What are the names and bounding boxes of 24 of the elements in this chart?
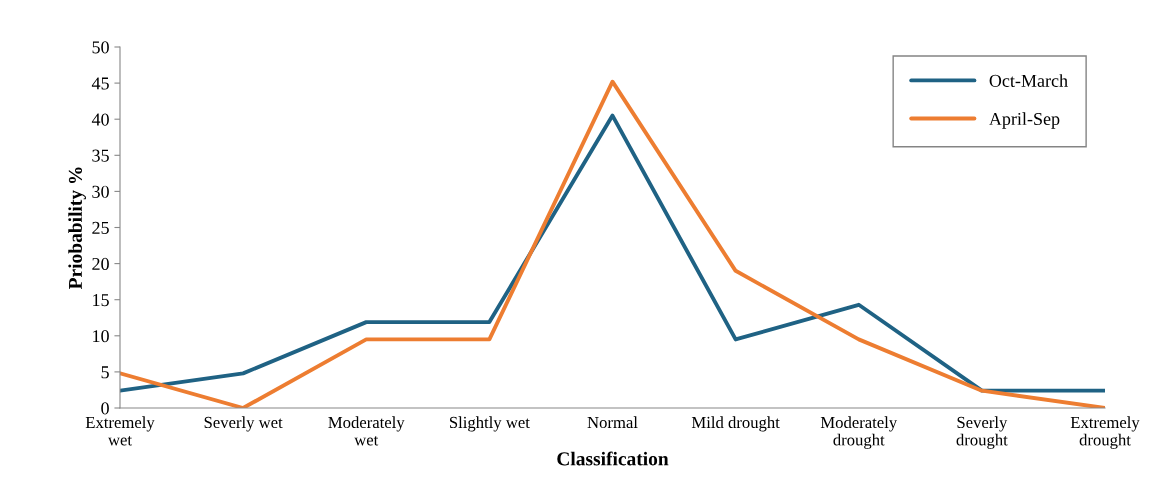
- y-tick-label: 40: [91, 113, 109, 126]
- x-tick-label: Normal: [587, 416, 638, 429]
- y-tick-label: 20: [92, 257, 109, 271]
- x-tick-label: Moderately drought: [820, 416, 898, 449]
- x-tick-label: Severly drought: [956, 416, 1008, 449]
- y-tick-label: 45: [91, 77, 109, 90]
- y-tick-label: 35: [92, 149, 109, 162]
- y-tick-label: 15: [93, 294, 109, 307]
- y-tick-label: 50: [92, 41, 109, 54]
- x-tick-label: Slightly wet: [449, 416, 530, 432]
- y-tick-label: 25: [92, 221, 109, 234]
- legend-label: April-Sep: [989, 112, 1060, 129]
- x-tick-label: Moderately wet: [328, 416, 405, 446]
- y-tick-label: 30: [92, 185, 109, 198]
- x-tick-label: Extremely drought: [1070, 416, 1140, 449]
- y-tick-label: 5: [101, 366, 109, 379]
- y-tick-label: 10: [93, 330, 109, 343]
- x-axis-title: Classification: [557, 451, 669, 466]
- x-tick-label: Extremely wet: [85, 416, 155, 446]
- x-tick-label: Severly wet: [204, 416, 283, 432]
- y-tick-label: 0: [101, 402, 109, 415]
- y-axis-title: Priobability %: [68, 167, 86, 290]
- legend-label: Oct-March: [989, 74, 1068, 87]
- x-tick-label: Mild drought: [691, 416, 780, 432]
